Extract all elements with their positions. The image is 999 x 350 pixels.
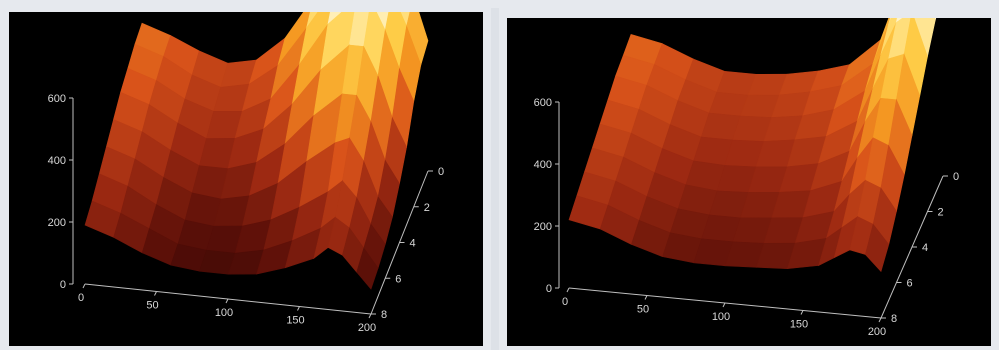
left-plot-z-tick-label: 0 [60,279,66,291]
left-plot-x-tick [154,291,157,296]
left-plot-y-tick-label: 4 [410,238,416,250]
right-plot-x-tick-label: 100 [712,311,730,323]
left-plot-x-tick-label: 0 [78,292,84,304]
surface-plot-left: 0 200 400 600 0 50 100 150 200 0 2 4 6 8 [9,12,483,346]
right-plot-x-tick [566,287,570,293]
left-plot-x-tick-label: 100 [215,307,233,319]
left-plot-x-tick-label: 150 [286,315,304,327]
right-plot-z-tick-label: 600 [534,97,552,109]
right-plot-x-tick [878,317,882,323]
surface-plot-right-canvas: 0 200 400 600 0 50 100 150 200 0 2 4 6 8 [534,18,959,338]
right-plot-x-tick-label: 200 [868,326,886,338]
right-plot-x-tick-label: 0 [562,296,568,308]
left-plot-z-tick-label: 400 [48,155,66,167]
right-plot-y-tick-label: 6 [907,278,913,290]
right-plot-x-tick-label: 150 [790,319,808,331]
left-plot-y-tick-label: 0 [438,166,444,178]
right-plot-y-tick-label: 0 [953,171,959,183]
left-plot-x-tick-label: 200 [358,322,376,334]
left-plot-x-tick [225,298,229,304]
right-plot-x-tick [800,310,804,315]
left-plot-x-tick-label: 50 [146,300,158,312]
left-plot-axes: 0 200 400 600 0 50 100 150 200 0 2 4 6 8 [48,93,444,334]
left-plot-x-tick [368,313,372,319]
right-plot-x-tick [644,295,648,300]
right-plot-x-tick-label: 50 [637,304,649,316]
surface-plot-left-canvas: 0 200 400 600 0 50 100 150 200 0 2 4 6 8 [48,12,444,334]
left-plot-y-tick-label: 2 [424,202,430,214]
right-plot-surface [568,18,937,273]
left-plot-y-tick-label: 6 [395,273,401,285]
right-plot-surface-patch [865,223,890,273]
left-plot-x-tick [297,306,300,311]
right-plot-z-tick-label: 400 [534,159,552,171]
left-plot-surface-patch [356,247,379,290]
right-plot-z-tick-label: 0 [546,283,552,295]
right-plot-x-tick [722,302,726,308]
panel-divider [491,8,499,350]
left-plot-z-tick-label: 200 [48,217,66,229]
left-plot-z-tick-label: 600 [48,93,66,105]
surface-plot-right: 0 200 400 600 0 50 100 150 200 0 2 4 6 8 [507,18,991,346]
left-plot-x-tick [82,283,86,289]
left-plot-y-tick-label: 8 [381,309,387,321]
right-plot-y-tick-label: 2 [938,207,944,219]
right-plot-axes: 0 200 400 600 0 50 100 150 200 0 2 4 6 8 [534,97,959,338]
right-plot-y-tick-label: 4 [922,242,928,254]
left-plot-surface [84,12,429,290]
left-plot-surface-patch [327,12,343,26]
right-plot-z-tick-label: 200 [534,221,552,233]
right-plot-y-tick-label: 8 [891,313,897,325]
